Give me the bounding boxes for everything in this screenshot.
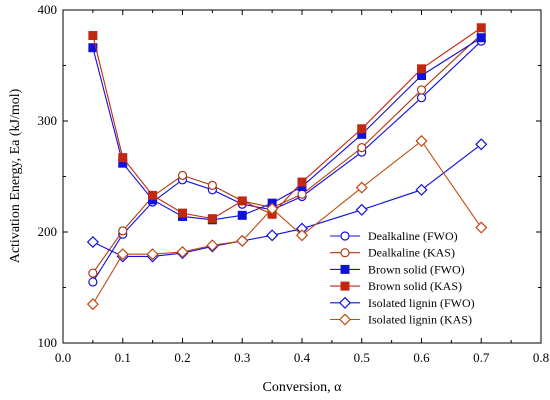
x-tick-label: 0.5 (354, 350, 370, 365)
data-point (266, 202, 279, 215)
data-point (357, 124, 367, 134)
data-point (476, 23, 486, 33)
data-point (475, 138, 488, 151)
legend-item: Brown solid (KAS) (330, 279, 462, 293)
legend-marker (340, 231, 350, 241)
data-point (178, 208, 187, 218)
data-point (417, 64, 426, 74)
y-tick-label: 400 (38, 2, 58, 17)
data-point (148, 190, 158, 200)
x-tick-label: 0.7 (473, 350, 490, 365)
x-tick-label: 0.3 (234, 350, 250, 365)
legend-item: Brown solid (FWO) (330, 262, 465, 276)
series-isolated-lignin-kas (86, 134, 488, 311)
data-point (207, 214, 217, 224)
legend-item: Dealkaline (FWO) (330, 229, 458, 243)
data-point (237, 210, 247, 220)
data-point (118, 226, 128, 236)
legend-marker (338, 313, 352, 326)
data-point (357, 143, 367, 153)
y-tick-label: 300 (38, 113, 58, 128)
legend-marker (340, 248, 350, 258)
legend-item: Isolated lignin (KAS) (330, 313, 472, 327)
legend-marker (340, 264, 350, 274)
legend-label: Brown solid (KAS) (368, 279, 462, 293)
x-tick-label: 0.8 (533, 350, 549, 365)
x-tick-label: 0.0 (55, 350, 71, 365)
data-point (416, 85, 427, 95)
data-point (177, 170, 188, 180)
plot-area (86, 23, 488, 311)
y-tick-label: 200 (38, 224, 58, 239)
y-tick-label: 100 (38, 335, 58, 350)
series-brown-solid-kas (88, 23, 486, 224)
data-point (297, 177, 307, 187)
axes: 0.0 0.1 0.2 0.3 0.4 0.5 0.6 0.7 0.8 100 200 300 400 (38, 2, 550, 365)
data-point (476, 33, 486, 43)
legend-marker (340, 281, 350, 291)
data-point (475, 221, 488, 234)
data-point (415, 134, 428, 148)
data-point (88, 268, 98, 278)
plot-frame (62, 9, 542, 344)
data-point (266, 229, 279, 242)
data-point (295, 229, 309, 242)
data-point (207, 180, 217, 190)
data-point (118, 153, 128, 163)
x-tick-label: 0.6 (413, 350, 430, 365)
data-point (116, 248, 129, 261)
data-point (88, 43, 98, 53)
x-tick-label: 0.2 (174, 350, 190, 365)
data-point (297, 189, 307, 199)
legend-label: Isolated lignin (KAS) (368, 313, 472, 327)
data-point (88, 31, 98, 41)
data-point (416, 93, 427, 103)
data-point (88, 277, 98, 287)
legend-label: Dealkaline (KAS) (368, 246, 455, 260)
legend-label: Isolated lignin (FWO) (368, 296, 475, 310)
data-point (86, 298, 99, 311)
x-tick-label: 0.1 (115, 350, 131, 365)
data-point (86, 235, 99, 249)
data-point (355, 181, 368, 194)
data-point (206, 239, 219, 252)
data-point (236, 234, 249, 247)
legend: Dealkaline (FWO) Dealkaline (KAS) Brown so… (330, 229, 475, 327)
data-point (146, 248, 159, 261)
legend-label: Brown solid (FWO) (368, 262, 465, 276)
legend-label: Dealkaline (FWO) (368, 229, 458, 243)
x-axis-label: Conversion, α (263, 380, 343, 395)
x-tick-label: 0.4 (294, 350, 311, 365)
data-point (237, 196, 247, 206)
legend-item: Isolated lignin (FWO) (330, 296, 475, 310)
y-axis-label: Activation Energy, Ea (kJ/mol) (8, 88, 23, 263)
data-point (355, 203, 368, 216)
data-point (415, 183, 428, 196)
legend-item: Dealkaline (KAS) (330, 246, 455, 260)
legend-marker (338, 296, 352, 309)
data-point (176, 245, 189, 259)
